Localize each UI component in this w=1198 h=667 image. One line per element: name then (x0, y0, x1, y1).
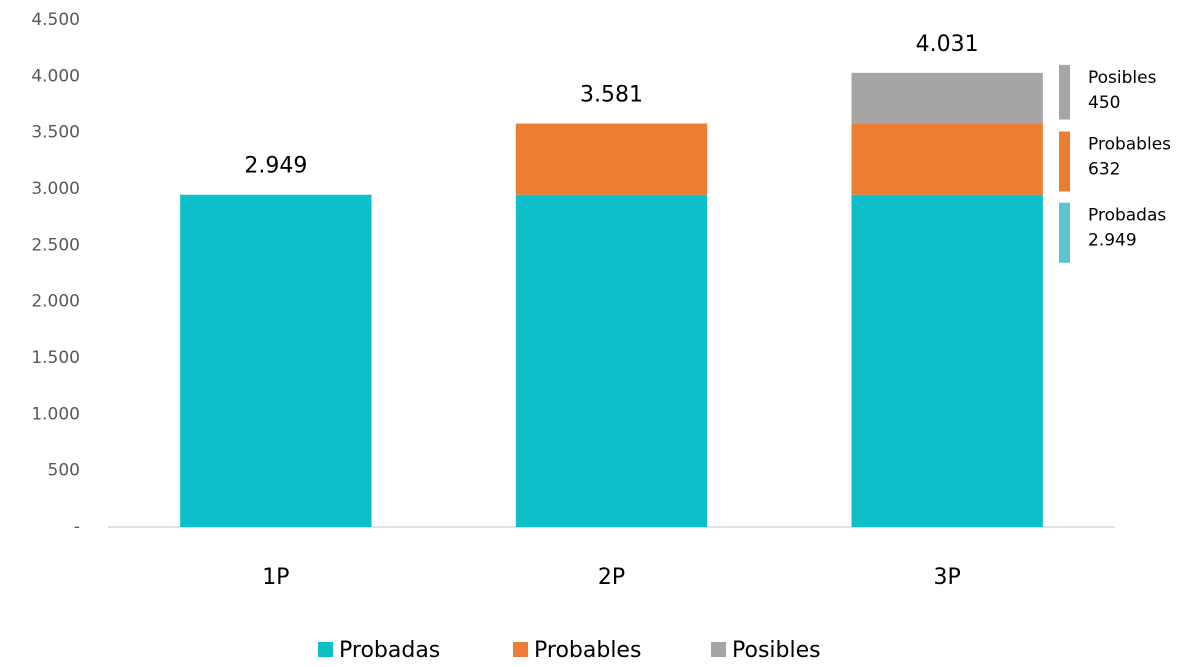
annotation-label: Probables (1088, 135, 1171, 155)
bar-segment (851, 194, 1043, 527)
x-tick-label: 1P (262, 565, 289, 590)
bar-segment (180, 194, 372, 527)
y-tick-label: - (74, 517, 80, 537)
total-label: 3.581 (580, 83, 643, 108)
y-tick-label: 4.500 (31, 10, 80, 30)
annotation-value: 2.949 (1088, 231, 1137, 251)
bar-segment (515, 194, 708, 527)
x-tick-label: 3P (934, 565, 961, 590)
legend-label: Probables (534, 638, 641, 663)
x-tick-label: 2P (598, 565, 625, 590)
legend-swatch (513, 642, 528, 657)
annotation-label: Probadas (1088, 206, 1166, 226)
y-tick-label: 4.000 (31, 66, 80, 86)
annotation-label: Posibles (1088, 68, 1157, 88)
annotation-bar (1059, 202, 1070, 263)
legend-swatch (711, 642, 726, 657)
total-label: 4.031 (916, 32, 979, 57)
y-tick-label: 2.500 (31, 235, 80, 255)
y-tick-label: 500 (48, 461, 80, 481)
annotation-bar (1059, 64, 1070, 120)
annotation-bar (1059, 131, 1070, 192)
total-label: 2.949 (244, 154, 307, 179)
y-tick-label: 3.500 (31, 123, 80, 143)
legend-swatch (318, 642, 333, 657)
bar-segment (515, 123, 708, 195)
annotation-value: 632 (1088, 160, 1120, 180)
y-tick-label: 2.000 (31, 292, 80, 312)
y-tick-label: 1.000 (31, 404, 80, 424)
bar-segment (851, 123, 1043, 195)
y-tick-label: 1.500 (31, 348, 80, 368)
y-tick-label: 3.000 (31, 179, 80, 199)
annotation-value: 450 (1088, 93, 1120, 113)
bar-segment (851, 72, 1043, 124)
legend-label: Probadas (339, 638, 440, 663)
legend-label: Posibles (732, 638, 821, 663)
